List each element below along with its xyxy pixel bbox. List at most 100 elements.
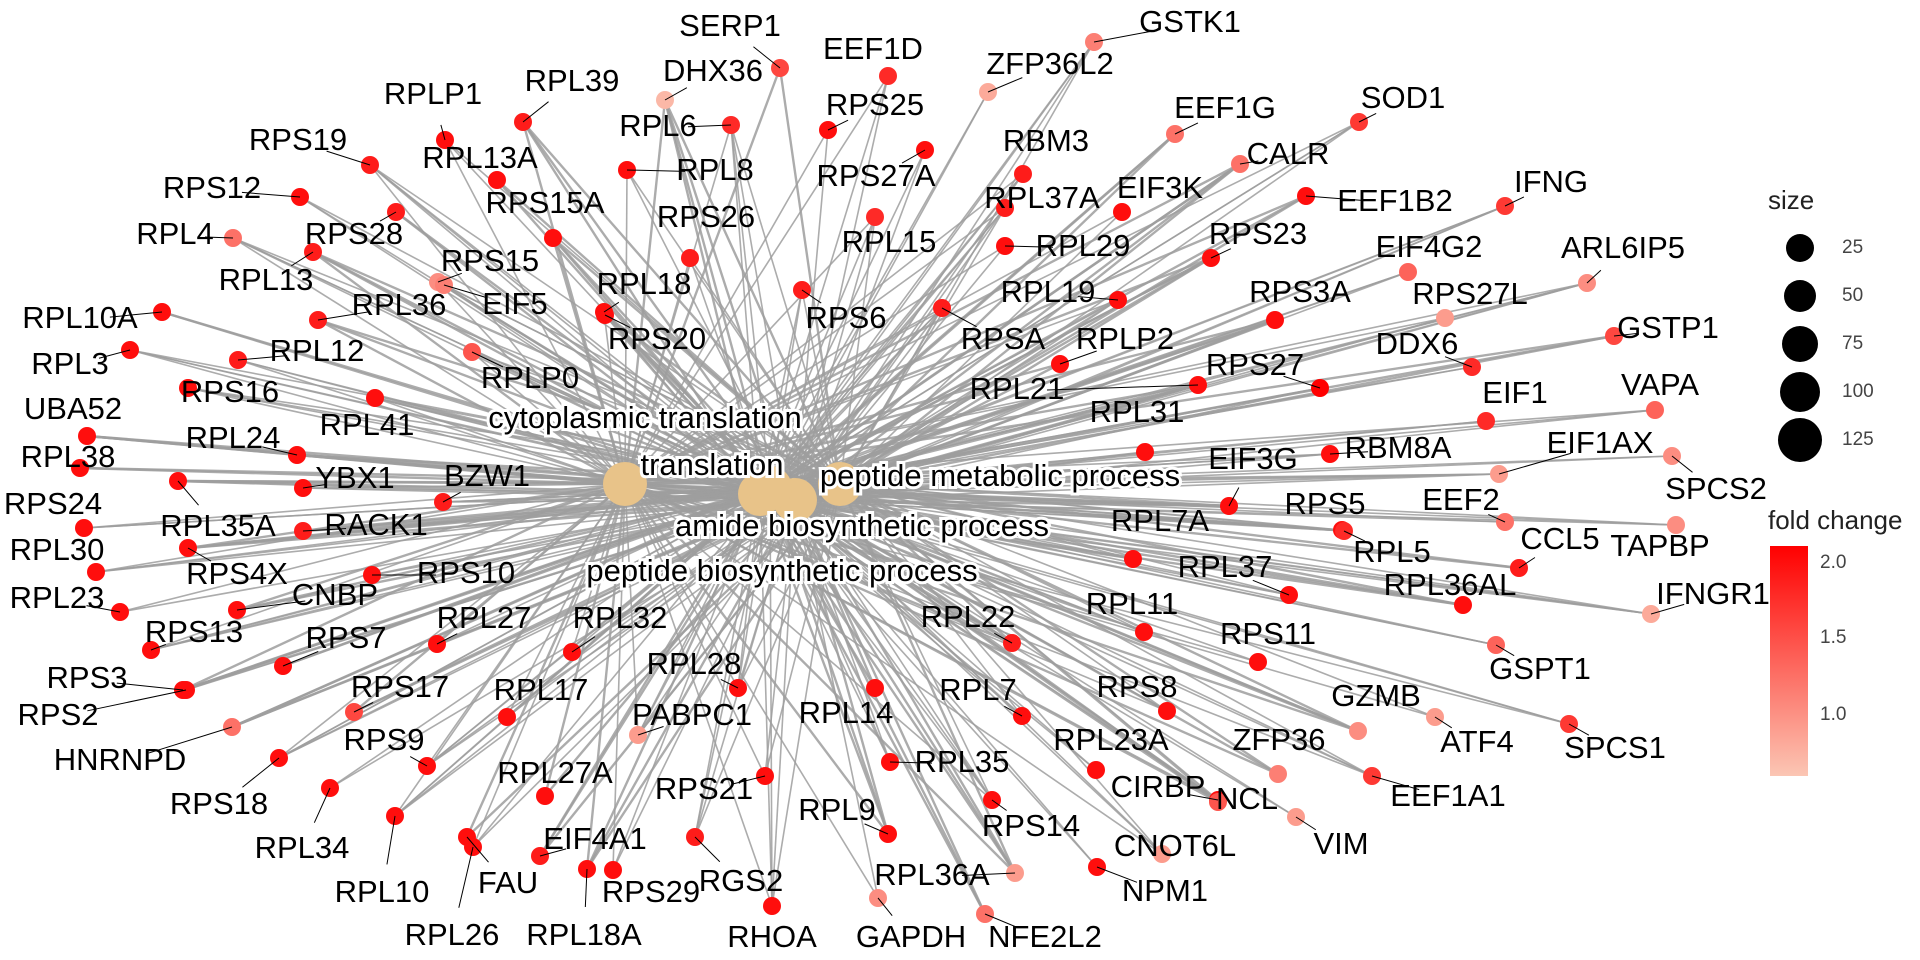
- gene-label: RPS27: [1206, 347, 1304, 382]
- gene-label: RPS26: [657, 199, 755, 234]
- edge-tapbp: [839, 483, 1677, 526]
- gene-label: EEF1D: [823, 31, 923, 66]
- gene-node-eif1: [1477, 412, 1495, 430]
- edge-eef1g: [759, 133, 1176, 495]
- label-leader-line: [1004, 705, 1023, 717]
- edge-rplp0: [471, 351, 841, 485]
- edge-ifng: [794, 205, 1506, 501]
- label-leader-line: [148, 726, 233, 754]
- gene-node-uba52: [78, 427, 96, 445]
- label-leader-line: [313, 787, 331, 823]
- gene-node-eef1d: [879, 67, 897, 85]
- gene-label: RPL10: [335, 874, 430, 909]
- gene-node-zfp36: [1269, 765, 1287, 783]
- label-leader-line: [458, 846, 474, 908]
- gene-label: RPL22: [921, 599, 1016, 634]
- edge-npm1: [759, 493, 1098, 868]
- gene-label: RPL7A: [1111, 503, 1210, 538]
- edge-rpl5: [839, 483, 1345, 532]
- gene-label: GZMB: [1331, 678, 1421, 713]
- label-leader-line: [86, 605, 121, 613]
- gene-label: BZW1: [444, 458, 530, 493]
- edge-rps4x: [187, 492, 761, 550]
- gene-label: RGS2: [699, 863, 783, 898]
- edge-rpl18a: [585, 483, 627, 870]
- label-leader-line: [801, 289, 822, 304]
- gene-label: GSTP1: [1617, 310, 1719, 345]
- label-leader-line: [242, 757, 280, 788]
- label-leader-line: [150, 643, 167, 651]
- gene-label: RPLP2: [1076, 321, 1174, 356]
- gene-label: RPL35: [915, 744, 1010, 779]
- gene-label: RPL15: [842, 224, 937, 259]
- edge-rps21: [624, 483, 766, 777]
- edge-rpl18a: [585, 499, 797, 870]
- gene-label: EIF4A1: [543, 821, 646, 856]
- edge-rpsa: [794, 307, 943, 501]
- gene-node-rps11: [1249, 653, 1267, 671]
- gene-label: RPL11: [1086, 586, 1179, 621]
- edge-rps27a: [794, 149, 926, 501]
- gene-label: RPLP1: [384, 76, 482, 111]
- edge-eif5: [443, 284, 771, 489]
- edge-rps17: [353, 483, 626, 713]
- edge-zfp36l2: [759, 91, 989, 495]
- gene-node-rps27l: [1436, 309, 1454, 327]
- edge-cnbp: [236, 482, 626, 612]
- edge-rbm8a: [769, 453, 1331, 489]
- edge-gzmb: [839, 482, 1359, 733]
- edge-rps3a: [624, 318, 1276, 486]
- gene-label: IFNGR1: [1656, 576, 1770, 611]
- gene-label: IFNG: [1514, 164, 1588, 199]
- edge-rps11: [794, 499, 1259, 663]
- gene-label: RPS20: [608, 321, 706, 356]
- edge-rpl9: [758, 493, 890, 835]
- edge-nfe2l2: [758, 493, 987, 915]
- label-leader-line: [116, 682, 184, 691]
- label-leader-line: [901, 149, 926, 164]
- gene-label: RPL26: [405, 917, 500, 952]
- gene-label: RBM3: [1003, 123, 1089, 158]
- gene-label: PABPC1: [632, 697, 752, 732]
- color-legend-tick: 1.5: [1820, 627, 1847, 648]
- label-leader-line: [720, 678, 739, 689]
- edge-rplp2: [624, 362, 1061, 486]
- gene-label: RPS25: [826, 87, 924, 122]
- term-label: amide biosynthetic process: [675, 508, 1049, 543]
- label-leader-line: [1174, 122, 1199, 135]
- color-legend-tick: 2.0: [1820, 552, 1847, 573]
- edge-rps16: [187, 387, 841, 485]
- edge-rpl21: [839, 383, 1199, 486]
- gene-label: GSPT1: [1489, 651, 1591, 686]
- gene-label: RHOA: [727, 919, 817, 954]
- gene-label: RPLP0: [481, 360, 579, 395]
- edge-rpl13: [312, 250, 771, 490]
- label-leader-line: [864, 823, 889, 835]
- edge-rps4x: [187, 482, 626, 550]
- edge-rpl36: [317, 318, 626, 486]
- network-edges: [79, 41, 1677, 915]
- gene-node-eif3k: [1113, 203, 1131, 221]
- edge-cnot6l: [794, 499, 1163, 855]
- edge-rpl17: [506, 499, 796, 718]
- gene-label: RPS3: [47, 660, 128, 695]
- edge-rpl34: [329, 483, 841, 789]
- label-leader-line: [177, 480, 199, 506]
- label-leader-line: [1329, 451, 1369, 455]
- edge-fau: [465, 483, 627, 838]
- gene-label: RPL21: [970, 371, 1065, 406]
- edge-pabpc1: [637, 499, 796, 736]
- gene-label: VAPA: [1621, 367, 1699, 402]
- edge-zfp36: [839, 482, 1279, 776]
- gene-label: EIF4G2: [1376, 229, 1483, 264]
- label-leader-line: [187, 547, 212, 562]
- edge-rpl23: [119, 483, 626, 613]
- gene-label: RPL36A: [874, 857, 990, 892]
- edge-rps18: [278, 483, 626, 759]
- gene-label: RPL18: [597, 266, 692, 301]
- edge-rps16: [187, 387, 771, 489]
- gene-label: RPS10: [417, 555, 515, 590]
- gene-label: YBX1: [315, 460, 394, 495]
- edge-zfp36l2: [769, 91, 989, 489]
